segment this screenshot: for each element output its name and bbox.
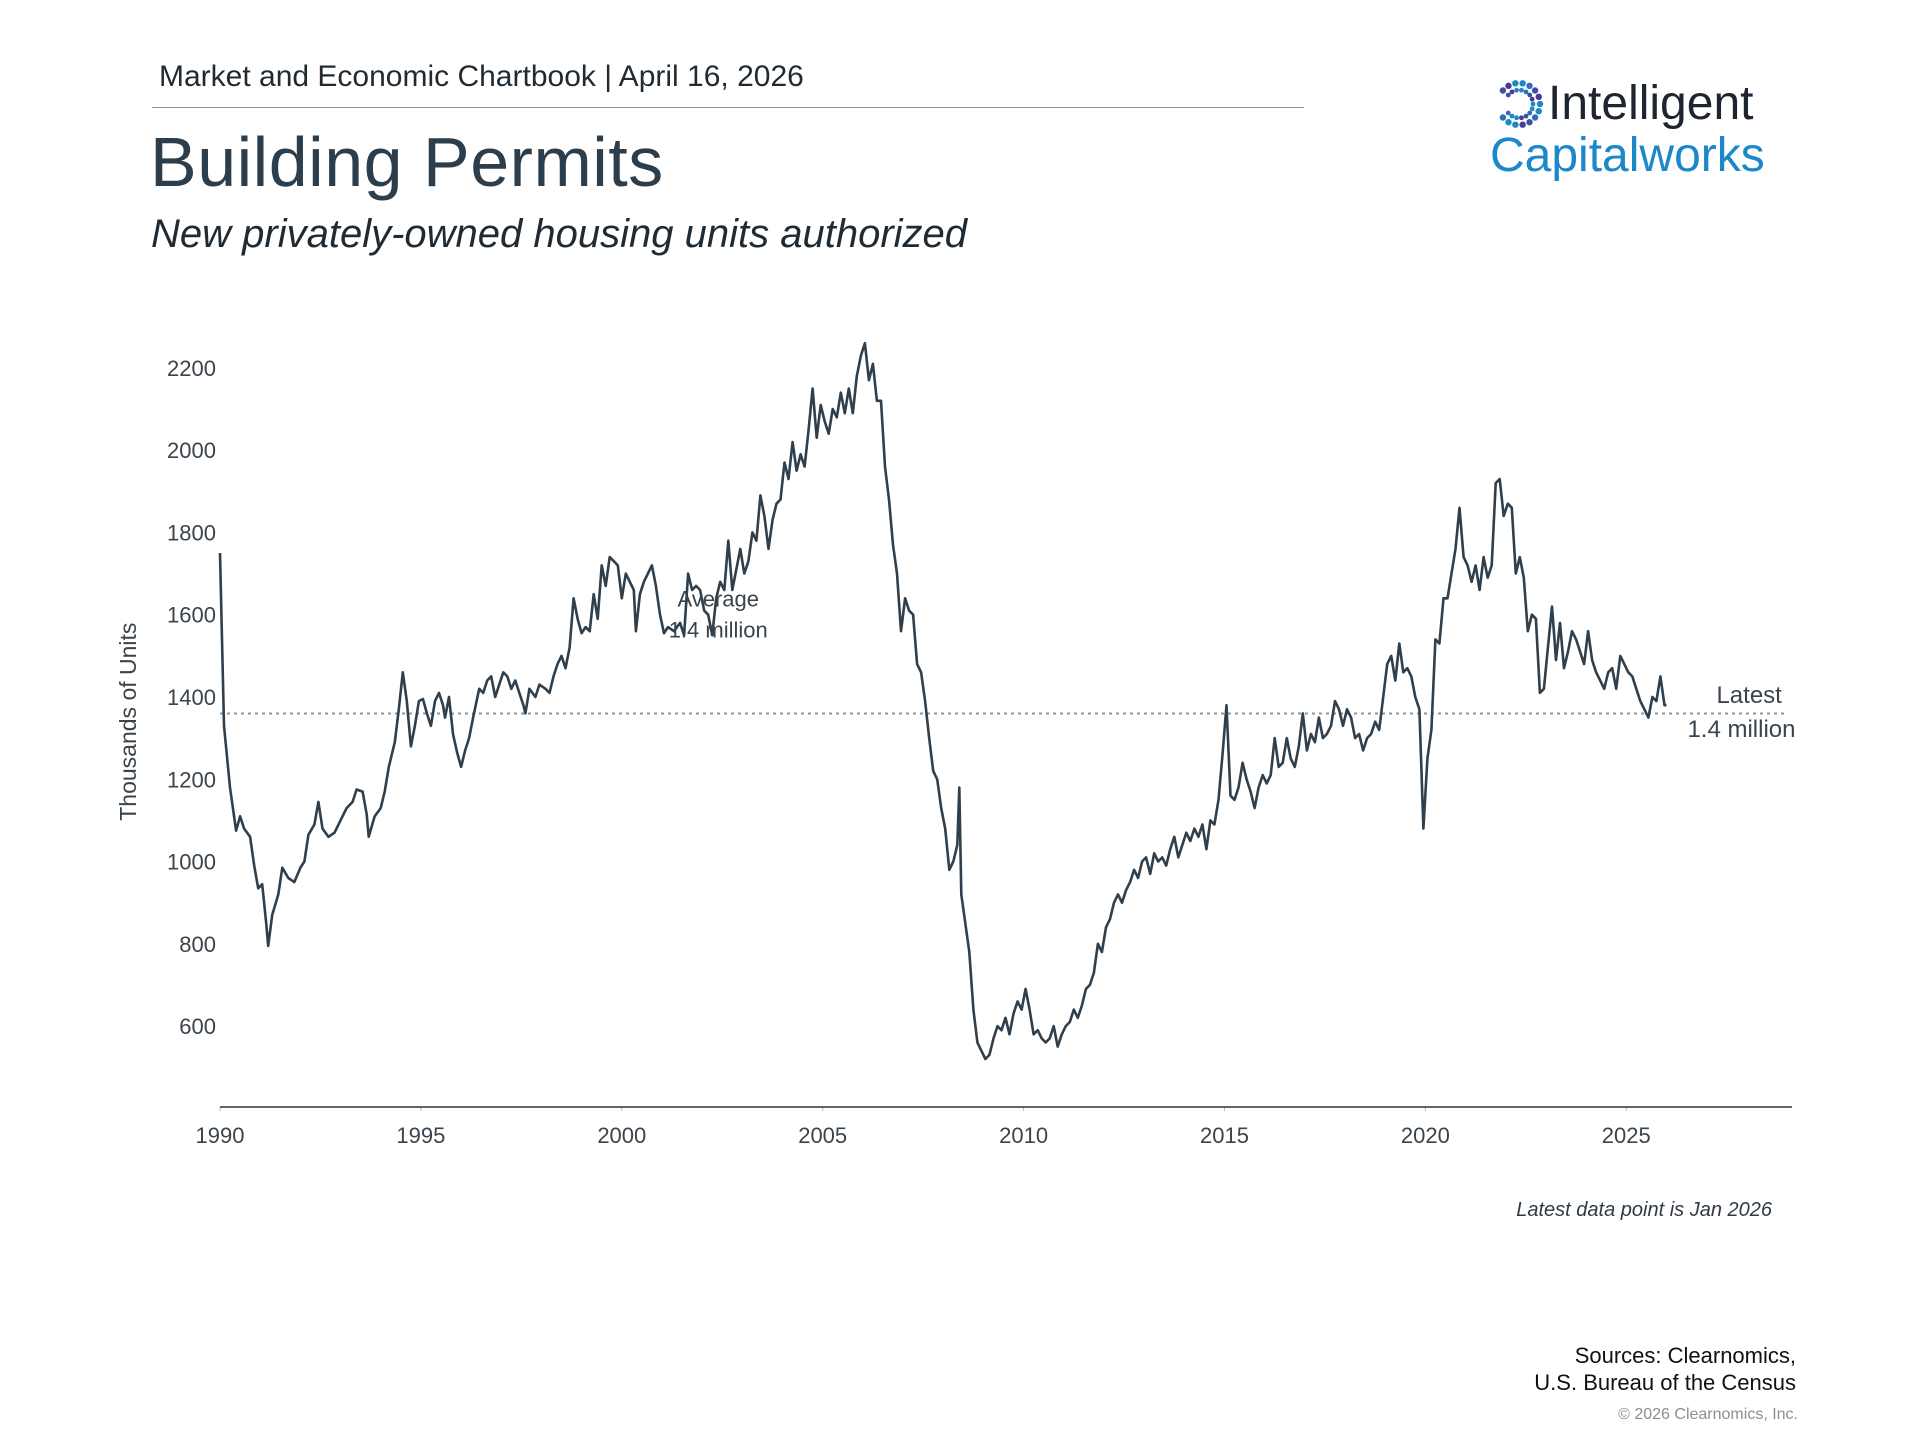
logo-dot — [1529, 106, 1535, 112]
logo-dot — [1514, 115, 1519, 121]
logo-dot — [1535, 93, 1542, 101]
y-tick-label: 1000 — [167, 850, 216, 875]
logo-dot — [1514, 87, 1519, 93]
copyright: © 2026 Clearnomics, Inc. — [1618, 1406, 1798, 1423]
logo-word-capitalworks: Capitalworks — [1490, 129, 1765, 182]
page-title: Building Permits — [150, 123, 664, 201]
x-tick-label: 1990 — [196, 1123, 245, 1148]
y-tick-label: 800 — [179, 932, 216, 957]
x-tick-label: 1995 — [396, 1123, 445, 1148]
logo-dot — [1536, 100, 1544, 108]
logo-dot — [1519, 87, 1524, 93]
x-tick-label: 2025 — [1602, 1123, 1651, 1148]
y-tick-label: 1200 — [167, 767, 216, 792]
x-tick-label: 2020 — [1401, 1123, 1450, 1148]
sources: Sources: Clearnomics, U.S. Bureau of the… — [1534, 1342, 1796, 1396]
logo-word-intelligent: Intelligent — [1548, 77, 1754, 130]
latest-value-label: 1.4 million — [1687, 716, 1795, 743]
logo-dot — [1519, 115, 1524, 121]
average-label: Average — [677, 586, 759, 611]
logo-dot — [1512, 121, 1519, 128]
logo-dot — [1526, 118, 1533, 126]
logo-dot — [1505, 92, 1511, 98]
logo-dot — [1531, 87, 1539, 94]
chartbook-header: Market and Economic Chartbook | April 16… — [159, 60, 804, 93]
logo-dot — [1509, 89, 1515, 95]
logo-dot — [1519, 121, 1526, 128]
logo-dot — [1512, 80, 1519, 87]
sources-line-1: Sources: Clearnomics, — [1574, 1343, 1796, 1368]
x-tick-label: 2005 — [798, 1123, 847, 1148]
y-tick-label: 600 — [179, 1014, 216, 1039]
latest-label: Latest — [1716, 682, 1782, 709]
logo-dot — [1535, 107, 1542, 115]
x-tick-label: 2010 — [999, 1123, 1048, 1148]
logo-dot — [1530, 101, 1536, 107]
logo-dot — [1509, 113, 1515, 119]
logo-dot — [1505, 110, 1511, 116]
series-line-building-permits — [218, 341, 1667, 1061]
latest-data-note: Latest data point is Jan 2026 — [1516, 1199, 1772, 1221]
y-tick-label: 1800 — [167, 520, 216, 545]
logo-mark-icon — [1499, 80, 1544, 128]
logo-dot — [1526, 82, 1533, 90]
logo-dot — [1499, 114, 1507, 121]
sources-line-2: U.S. Bureau of the Census — [1534, 1370, 1796, 1395]
x-axis-ticks: 1990 1995 2000 2005 2010 2015 2020 2025 — [196, 1107, 1651, 1148]
average-value-label: 1.4 million — [669, 617, 768, 642]
logo-dot — [1505, 118, 1512, 126]
page-subtitle: New privately-owned housing units author… — [151, 212, 968, 256]
header-divider — [152, 107, 1304, 108]
logo-dot — [1519, 80, 1526, 87]
logo-dot — [1527, 92, 1533, 98]
logo-dot — [1523, 89, 1529, 95]
y-axis-ticks: 600 800 1000 1200 1400 1600 1800 2000 2200 — [167, 356, 216, 1039]
logo-dot — [1529, 96, 1535, 102]
y-tick-label: 1400 — [167, 685, 216, 710]
y-tick-label: 2000 — [167, 438, 216, 463]
logo-dot — [1499, 87, 1507, 94]
company-logo: Intelligent Capitalworks — [1488, 72, 1778, 184]
x-tick-label: 2000 — [597, 1123, 646, 1148]
logo-dot — [1527, 110, 1533, 116]
logo-dot — [1531, 114, 1539, 121]
y-tick-label: 1600 — [167, 603, 216, 628]
y-tick-label: 2200 — [167, 356, 216, 381]
logo-dot — [1523, 113, 1529, 119]
x-tick-label: 2015 — [1200, 1123, 1249, 1148]
logo-dot — [1505, 82, 1512, 90]
y-axis-label: Thousands of Units — [115, 623, 141, 821]
